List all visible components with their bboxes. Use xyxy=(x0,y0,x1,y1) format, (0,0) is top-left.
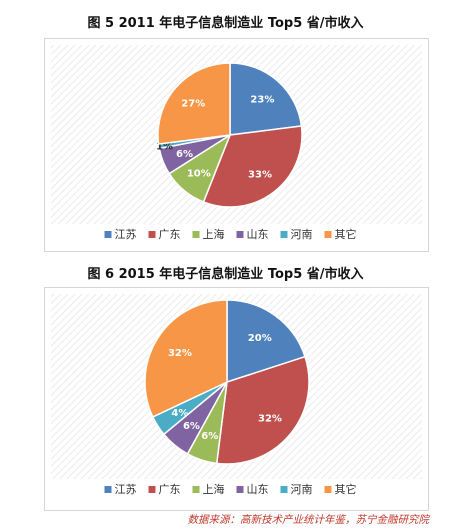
legend-label-山东: 山东 xyxy=(247,483,269,496)
slice-label-其它: 32% xyxy=(168,348,192,359)
legend-swatch-山东 xyxy=(236,231,244,238)
pie-chart-2011: 23% 33% 10% 6%1% 27% 江苏 广东 上海 山东 河南 其它 xyxy=(51,45,422,241)
slice-label-河南: 4% xyxy=(171,408,188,419)
legend-swatch-江苏 xyxy=(104,486,112,493)
legend-label-江苏: 江苏 xyxy=(115,483,137,496)
slice-label-广东: 32% xyxy=(258,414,282,425)
pie-slice-江苏 xyxy=(229,62,303,136)
pie-slice-其它 xyxy=(144,299,228,418)
pie-chart-2015: 20% 32% 6%6% 4% 32% 江苏 广东 上海 山东 河南 其它 xyxy=(51,294,422,496)
legend-label-广东: 广东 xyxy=(159,483,181,496)
legend-label-河南: 河南 xyxy=(291,483,313,496)
slice-label-江苏: 23% xyxy=(250,94,274,105)
slice-label-江苏: 20% xyxy=(248,333,272,344)
legend-swatch-河南 xyxy=(280,231,288,238)
legend-swatch-河南 xyxy=(280,486,288,493)
slice-label-其它: 27% xyxy=(181,99,205,110)
legend-label-江苏: 江苏 xyxy=(115,228,137,241)
chart-panel-2011: 23% 33% 10% 6% 1% 27% 江苏 广东 上海 山东 河南 其它 xyxy=(44,38,429,252)
figure-5-title: 图 5 2011 年电子信息制造业 Top5 省/市收入 xyxy=(87,16,364,31)
legend-swatch-上海 xyxy=(192,231,200,238)
chart-panel-2015: 20% 32% 6% 6% 4% 32% 江苏 广东 上海 山东 河南 其它 xyxy=(44,287,429,511)
legend-label-其它: 其它 xyxy=(335,482,357,496)
legend-swatch-其它 xyxy=(324,486,332,493)
legend-label-山东: 山东 xyxy=(247,228,269,241)
legend-swatch-广东 xyxy=(148,231,156,238)
legend-swatch-江苏 xyxy=(104,231,112,238)
legend-swatch-其它 xyxy=(324,231,332,238)
slice-label-上海: 10% xyxy=(187,169,211,180)
pie-slice-其它 xyxy=(157,62,231,145)
legend-label-其它: 其它 xyxy=(335,227,357,241)
figure-6-title: 图 6 2015 年电子信息制造业 Top5 省/市收入 xyxy=(87,267,364,282)
slice-label-河南: 1% xyxy=(156,141,173,152)
pie-slice-江苏 xyxy=(226,299,306,384)
slice-label-山东: 6% xyxy=(183,421,200,432)
legend-label-上海: 上海 xyxy=(203,227,225,241)
pie-slice-广东 xyxy=(202,125,303,208)
legend-swatch-山东 xyxy=(236,486,244,493)
pie-slice-广东 xyxy=(215,355,310,465)
legend-label-广东: 广东 xyxy=(159,228,181,241)
slice-label-广东: 33% xyxy=(248,170,272,181)
legend-swatch-广东 xyxy=(148,486,156,493)
legend-label-河南: 河南 xyxy=(291,228,313,241)
legend-swatch-上海 xyxy=(192,486,200,493)
legend-label-上海: 上海 xyxy=(203,482,225,496)
slice-label-上海: 6% xyxy=(201,431,218,442)
slice-label-山东: 6% xyxy=(176,149,193,160)
data-source-note: 数据来源：高新技术产业统计年鉴，苏宁金融研究院 xyxy=(187,514,430,526)
